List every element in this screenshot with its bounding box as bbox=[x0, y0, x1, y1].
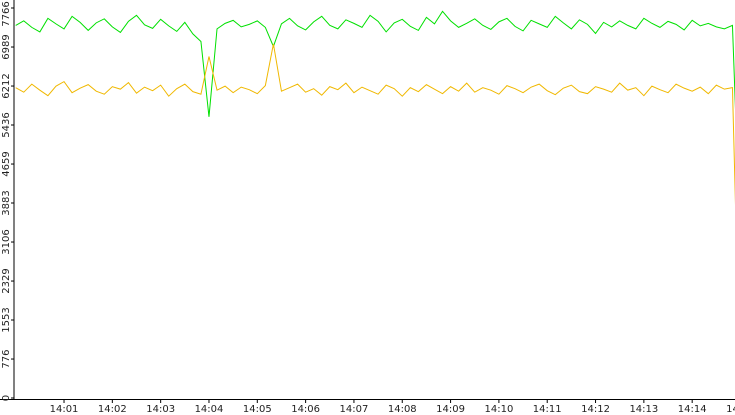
x-tick-label: 14:11 bbox=[533, 404, 562, 415]
y-tick-label: 3883 bbox=[1, 190, 12, 215]
y-tick-label: 6212 bbox=[1, 73, 12, 98]
y-tick-label: 2329 bbox=[1, 268, 12, 293]
x-tick-label: 14:04 bbox=[195, 404, 224, 415]
x-tick-label: 14:15 bbox=[726, 404, 735, 415]
x-tick-label: 14:10 bbox=[484, 404, 513, 415]
x-tick-label: 14:12 bbox=[581, 404, 610, 415]
y-tick-label: 776 bbox=[1, 349, 12, 368]
y-tick-label: 1553 bbox=[1, 307, 12, 332]
y-tick-label: 4659 bbox=[1, 151, 12, 176]
y-tick-label: 3106 bbox=[1, 229, 12, 254]
y-tick-label: 5436 bbox=[1, 112, 12, 137]
x-tick-label: 14:14 bbox=[678, 404, 707, 415]
x-tick-label: 14:09 bbox=[436, 404, 465, 415]
x-tick-label: 14:05 bbox=[243, 404, 272, 415]
x-tick-label: 14:02 bbox=[98, 404, 127, 415]
x-tick-label: 14:07 bbox=[340, 404, 369, 415]
y-tick-label: 7766 bbox=[1, 1, 12, 26]
x-tick-label: 14:08 bbox=[388, 404, 417, 415]
x-tick-label: 14:13 bbox=[629, 404, 658, 415]
x-tick-label: 14:06 bbox=[291, 404, 320, 415]
series-line bbox=[15, 10, 735, 117]
x-tick-label: 14:01 bbox=[50, 404, 79, 415]
x-tick-label: 14:03 bbox=[146, 404, 175, 415]
y-tick-label: 0 bbox=[1, 395, 12, 401]
series-line bbox=[15, 43, 735, 206]
y-tick-label: 6989 bbox=[1, 34, 12, 59]
